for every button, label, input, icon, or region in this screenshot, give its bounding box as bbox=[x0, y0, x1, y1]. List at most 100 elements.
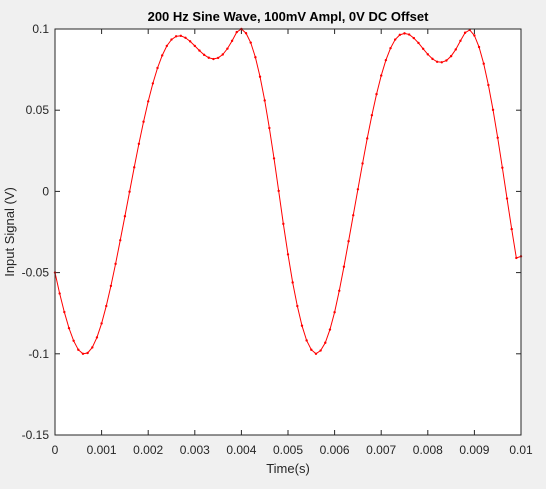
data-point bbox=[142, 121, 144, 123]
data-point bbox=[389, 47, 391, 49]
x-tick-label: 0.006 bbox=[320, 443, 350, 457]
data-point bbox=[385, 59, 387, 61]
data-point bbox=[497, 137, 499, 139]
y-tick-label: 0 bbox=[42, 184, 49, 198]
data-point bbox=[366, 137, 368, 139]
data-point bbox=[152, 82, 154, 84]
x-tick-label: 0.004 bbox=[226, 443, 256, 457]
data-point bbox=[408, 33, 410, 35]
data-point bbox=[273, 157, 275, 159]
data-point bbox=[483, 63, 485, 65]
data-point bbox=[250, 41, 252, 43]
data-point bbox=[128, 191, 130, 193]
data-point bbox=[445, 59, 447, 61]
data-point bbox=[82, 353, 84, 355]
data-point bbox=[119, 239, 121, 241]
data-point bbox=[161, 54, 163, 56]
data-point bbox=[100, 322, 102, 324]
data-point bbox=[96, 336, 98, 338]
x-tick-label: 0.002 bbox=[133, 443, 163, 457]
data-point bbox=[245, 32, 247, 34]
data-point bbox=[427, 53, 429, 55]
data-point bbox=[394, 38, 396, 40]
data-point bbox=[510, 228, 512, 230]
data-point bbox=[222, 53, 224, 55]
data-point bbox=[333, 311, 335, 313]
data-point bbox=[403, 32, 405, 34]
data-point bbox=[375, 93, 377, 95]
data-point bbox=[361, 162, 363, 164]
data-point bbox=[287, 253, 289, 255]
data-point bbox=[417, 42, 419, 44]
data-point bbox=[156, 67, 158, 69]
data-point bbox=[77, 349, 79, 351]
data-point bbox=[189, 40, 191, 42]
data-point bbox=[133, 166, 135, 168]
data-point bbox=[91, 346, 93, 348]
data-point bbox=[515, 257, 517, 259]
x-tick-label: 0.005 bbox=[273, 443, 303, 457]
data-point bbox=[138, 143, 140, 145]
data-point bbox=[399, 34, 401, 36]
data-point bbox=[212, 58, 214, 60]
data-point bbox=[282, 223, 284, 225]
data-point bbox=[478, 46, 480, 48]
data-point bbox=[422, 48, 424, 50]
data-point bbox=[487, 84, 489, 86]
y-axis-label: Input Signal (V) bbox=[2, 187, 17, 277]
x-tick-label: 0.008 bbox=[413, 443, 443, 457]
y-tick-label: 0.05 bbox=[26, 103, 50, 117]
data-point bbox=[170, 38, 172, 40]
data-point bbox=[86, 352, 88, 354]
data-point bbox=[357, 188, 359, 190]
data-point bbox=[441, 61, 443, 63]
data-point bbox=[226, 47, 228, 49]
data-point bbox=[184, 37, 186, 39]
data-point bbox=[194, 45, 196, 47]
data-point bbox=[291, 281, 293, 283]
x-tick-label: 0.007 bbox=[366, 443, 396, 457]
data-point bbox=[58, 292, 60, 294]
data-point bbox=[413, 37, 415, 39]
data-point bbox=[296, 305, 298, 307]
data-point bbox=[110, 285, 112, 287]
data-point bbox=[455, 48, 457, 50]
data-point bbox=[208, 57, 210, 59]
data-point bbox=[277, 190, 279, 192]
data-point bbox=[301, 325, 303, 327]
x-axis-label: Time(s) bbox=[266, 461, 310, 476]
data-point bbox=[319, 349, 321, 351]
data-point bbox=[259, 76, 261, 78]
data-point bbox=[450, 55, 452, 57]
data-point bbox=[217, 57, 219, 59]
data-point bbox=[431, 58, 433, 60]
data-point bbox=[352, 214, 354, 216]
data-point bbox=[459, 40, 461, 42]
data-point bbox=[63, 311, 65, 313]
data-point bbox=[343, 266, 345, 268]
data-point bbox=[175, 35, 177, 37]
data-point bbox=[464, 32, 466, 34]
data-point bbox=[236, 31, 238, 33]
x-tick-label: 0.01 bbox=[509, 443, 533, 457]
data-point bbox=[310, 349, 312, 351]
data-point bbox=[254, 56, 256, 58]
chart-title: 200 Hz Sine Wave, 100mV Ampl, 0V DC Offs… bbox=[148, 9, 429, 24]
data-point bbox=[347, 240, 349, 242]
data-point bbox=[324, 342, 326, 344]
data-point bbox=[329, 328, 331, 330]
data-point bbox=[315, 353, 317, 355]
data-point bbox=[124, 215, 126, 217]
data-point bbox=[231, 40, 233, 42]
data-point bbox=[68, 327, 70, 329]
data-point bbox=[180, 35, 182, 37]
y-tick-label: -0.1 bbox=[28, 347, 49, 361]
data-point bbox=[371, 114, 373, 116]
x-tick-label: 0.001 bbox=[87, 443, 117, 457]
data-point bbox=[203, 54, 205, 56]
data-point bbox=[198, 49, 200, 51]
data-point bbox=[166, 45, 168, 47]
data-point bbox=[105, 305, 107, 307]
